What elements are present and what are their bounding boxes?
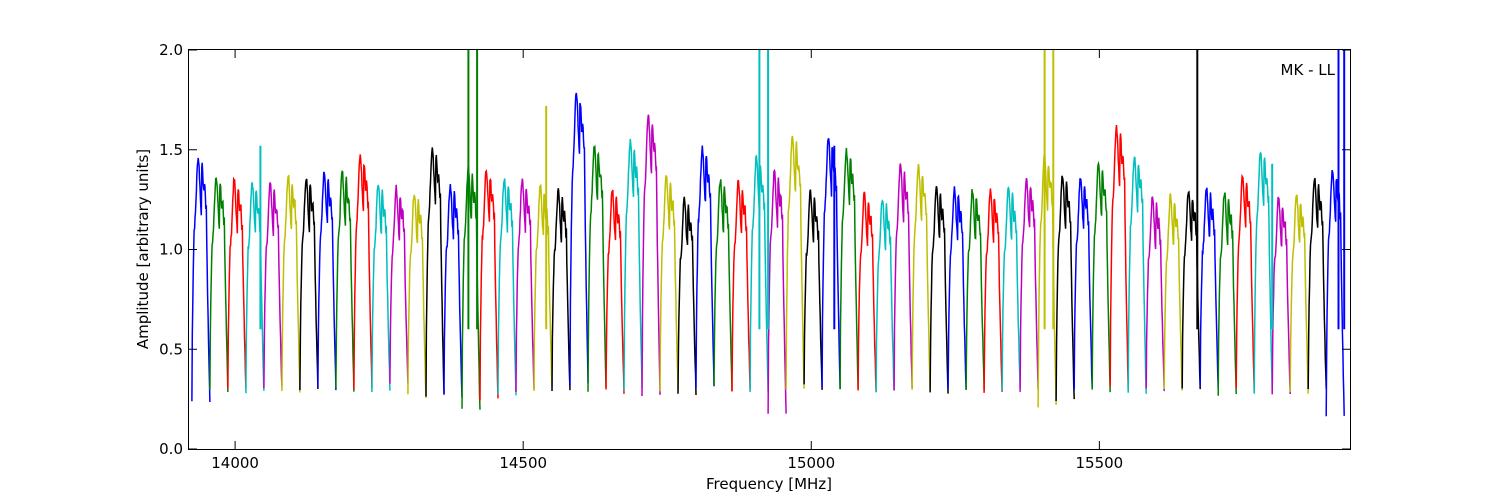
- band-line-40: [893, 163, 913, 391]
- band-line-8: [317, 171, 337, 391]
- band-line-19: [515, 178, 535, 393]
- band-line-10: [353, 154, 373, 390]
- band-line-53: [1127, 156, 1147, 394]
- band-line-39: [875, 199, 895, 393]
- band-line-21: [551, 188, 571, 392]
- band-line-1: [191, 157, 211, 403]
- band-line-5: [263, 181, 283, 389]
- band-line-27: [659, 175, 679, 392]
- band-line-33: [767, 168, 787, 414]
- series-layer: [191, 50, 1346, 417]
- y-tick-label: 1.5: [159, 141, 183, 159]
- band-line-30: [713, 179, 733, 392]
- band-line-49: [1055, 175, 1075, 402]
- x-tick-label: 15500: [1076, 454, 1124, 472]
- band-line-17: [479, 169, 499, 401]
- y-axis-label: Amplitude [arbitrary units]: [134, 149, 152, 349]
- band-line-57: [1199, 187, 1219, 390]
- band-line-61: [1271, 196, 1291, 395]
- band-line-47: [1019, 178, 1039, 392]
- band-line-22: [569, 92, 589, 386]
- x-tick-label: 15000: [787, 454, 835, 472]
- band-line-36: [821, 138, 841, 389]
- band-line-29: [695, 145, 715, 388]
- y-tick-label: 0.0: [159, 440, 183, 458]
- y-tick-label: 2.0: [159, 41, 183, 59]
- band-line-34: [785, 135, 805, 390]
- band-line-6: [281, 174, 301, 393]
- band-line-42: [929, 186, 949, 394]
- band-line-15: [443, 184, 463, 398]
- band-line-45: [983, 188, 1003, 393]
- band-line-14: [425, 147, 445, 397]
- band-line-7: [299, 178, 319, 391]
- band-line-64: [1325, 169, 1345, 417]
- x-tick-label: 14500: [499, 454, 547, 472]
- band-line-63: [1307, 177, 1327, 390]
- band-line-23: [587, 144, 607, 392]
- band-line-51: [1091, 160, 1111, 393]
- band-line-38: [857, 191, 877, 392]
- band-line-54: [1145, 196, 1165, 392]
- band-line-59: [1235, 173, 1255, 392]
- band-line-26: [641, 114, 661, 397]
- band-line-2: [209, 177, 229, 393]
- band-line-24: [605, 189, 625, 394]
- band-line-37: [839, 147, 859, 390]
- band-line-9: [335, 170, 355, 392]
- band-line-46: [1001, 186, 1021, 391]
- band-line-13: [407, 194, 427, 399]
- x-axis-label: Frequency [MHz]: [706, 475, 832, 493]
- band-line-35: [803, 189, 823, 390]
- plot-area-frame: [188, 49, 1351, 450]
- band-line-52: [1109, 125, 1129, 391]
- band-line-55: [1163, 193, 1183, 391]
- band-line-18: [497, 178, 517, 396]
- band-line-28: [677, 196, 697, 396]
- band-line-31: [731, 179, 751, 392]
- y-tick-label: 1.0: [159, 241, 183, 259]
- y-tick-label: 0.5: [159, 340, 183, 358]
- chart-annotation: MK - LL: [1281, 61, 1336, 79]
- band-line-58: [1217, 192, 1237, 396]
- ticks-layer: 14000 14500 15000 15500 0.0 0.5 1.0 1.5 2.0: [159, 41, 1350, 472]
- band-line-12: [389, 184, 409, 384]
- band-line-44: [965, 189, 985, 391]
- band-line-50: [1073, 178, 1093, 390]
- band-line-43: [947, 186, 967, 390]
- band-line-20: [533, 183, 553, 392]
- band-line-25: [623, 138, 643, 392]
- band-line-11: [371, 184, 391, 393]
- band-line-62: [1289, 194, 1309, 394]
- band-line-41: [911, 163, 931, 390]
- band-line-60: [1253, 151, 1273, 394]
- band-line-3: [227, 176, 247, 389]
- x-tick-label: 14000: [211, 454, 259, 472]
